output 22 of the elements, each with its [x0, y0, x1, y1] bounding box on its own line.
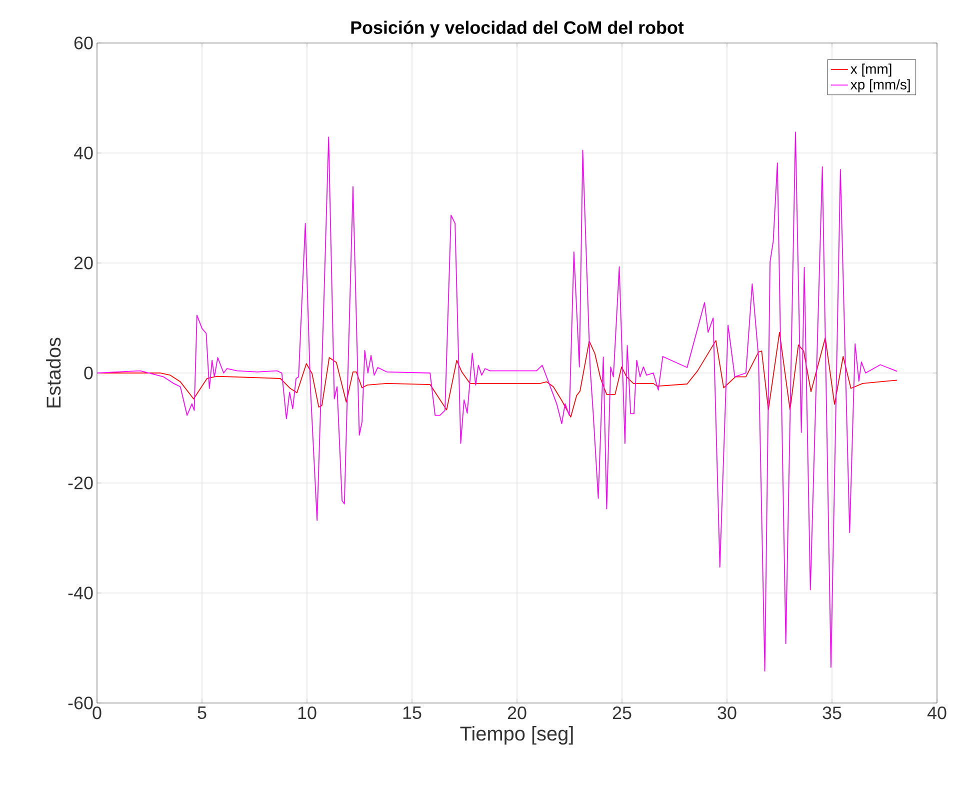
y-tick-label: -60 [68, 696, 93, 710]
x-tick-label: 5 [198, 706, 206, 720]
x-tick-label: 0 [92, 706, 102, 720]
legend-label: x [mm] [850, 64, 892, 77]
x-tick-label: 30 [718, 706, 736, 720]
chart-title: Posición y velocidad del CoM del robot [351, 20, 684, 38]
y-tick-label: -40 [68, 586, 93, 600]
legend-label: xp [mm/s] [850, 79, 910, 92]
x-tick-label: 40 [927, 706, 946, 720]
y-tick-label: 0 [84, 366, 93, 380]
y-tick-label: 60 [74, 36, 93, 50]
y-tick-label: 20 [74, 256, 93, 270]
x-tick-label: 10 [298, 706, 316, 720]
x-axis-title: Tiempo [seg] [460, 726, 573, 745]
x-tick-label: 35 [822, 706, 842, 720]
x-tick-label: 15 [403, 706, 422, 720]
line-series [97, 132, 898, 672]
y-axis-title: Estados [46, 338, 61, 408]
y-tick-label: 40 [74, 146, 93, 160]
y-tick-label: -20 [68, 476, 93, 490]
x-tick-label: 20 [508, 706, 526, 720]
x-tick-label: 25 [612, 706, 632, 720]
